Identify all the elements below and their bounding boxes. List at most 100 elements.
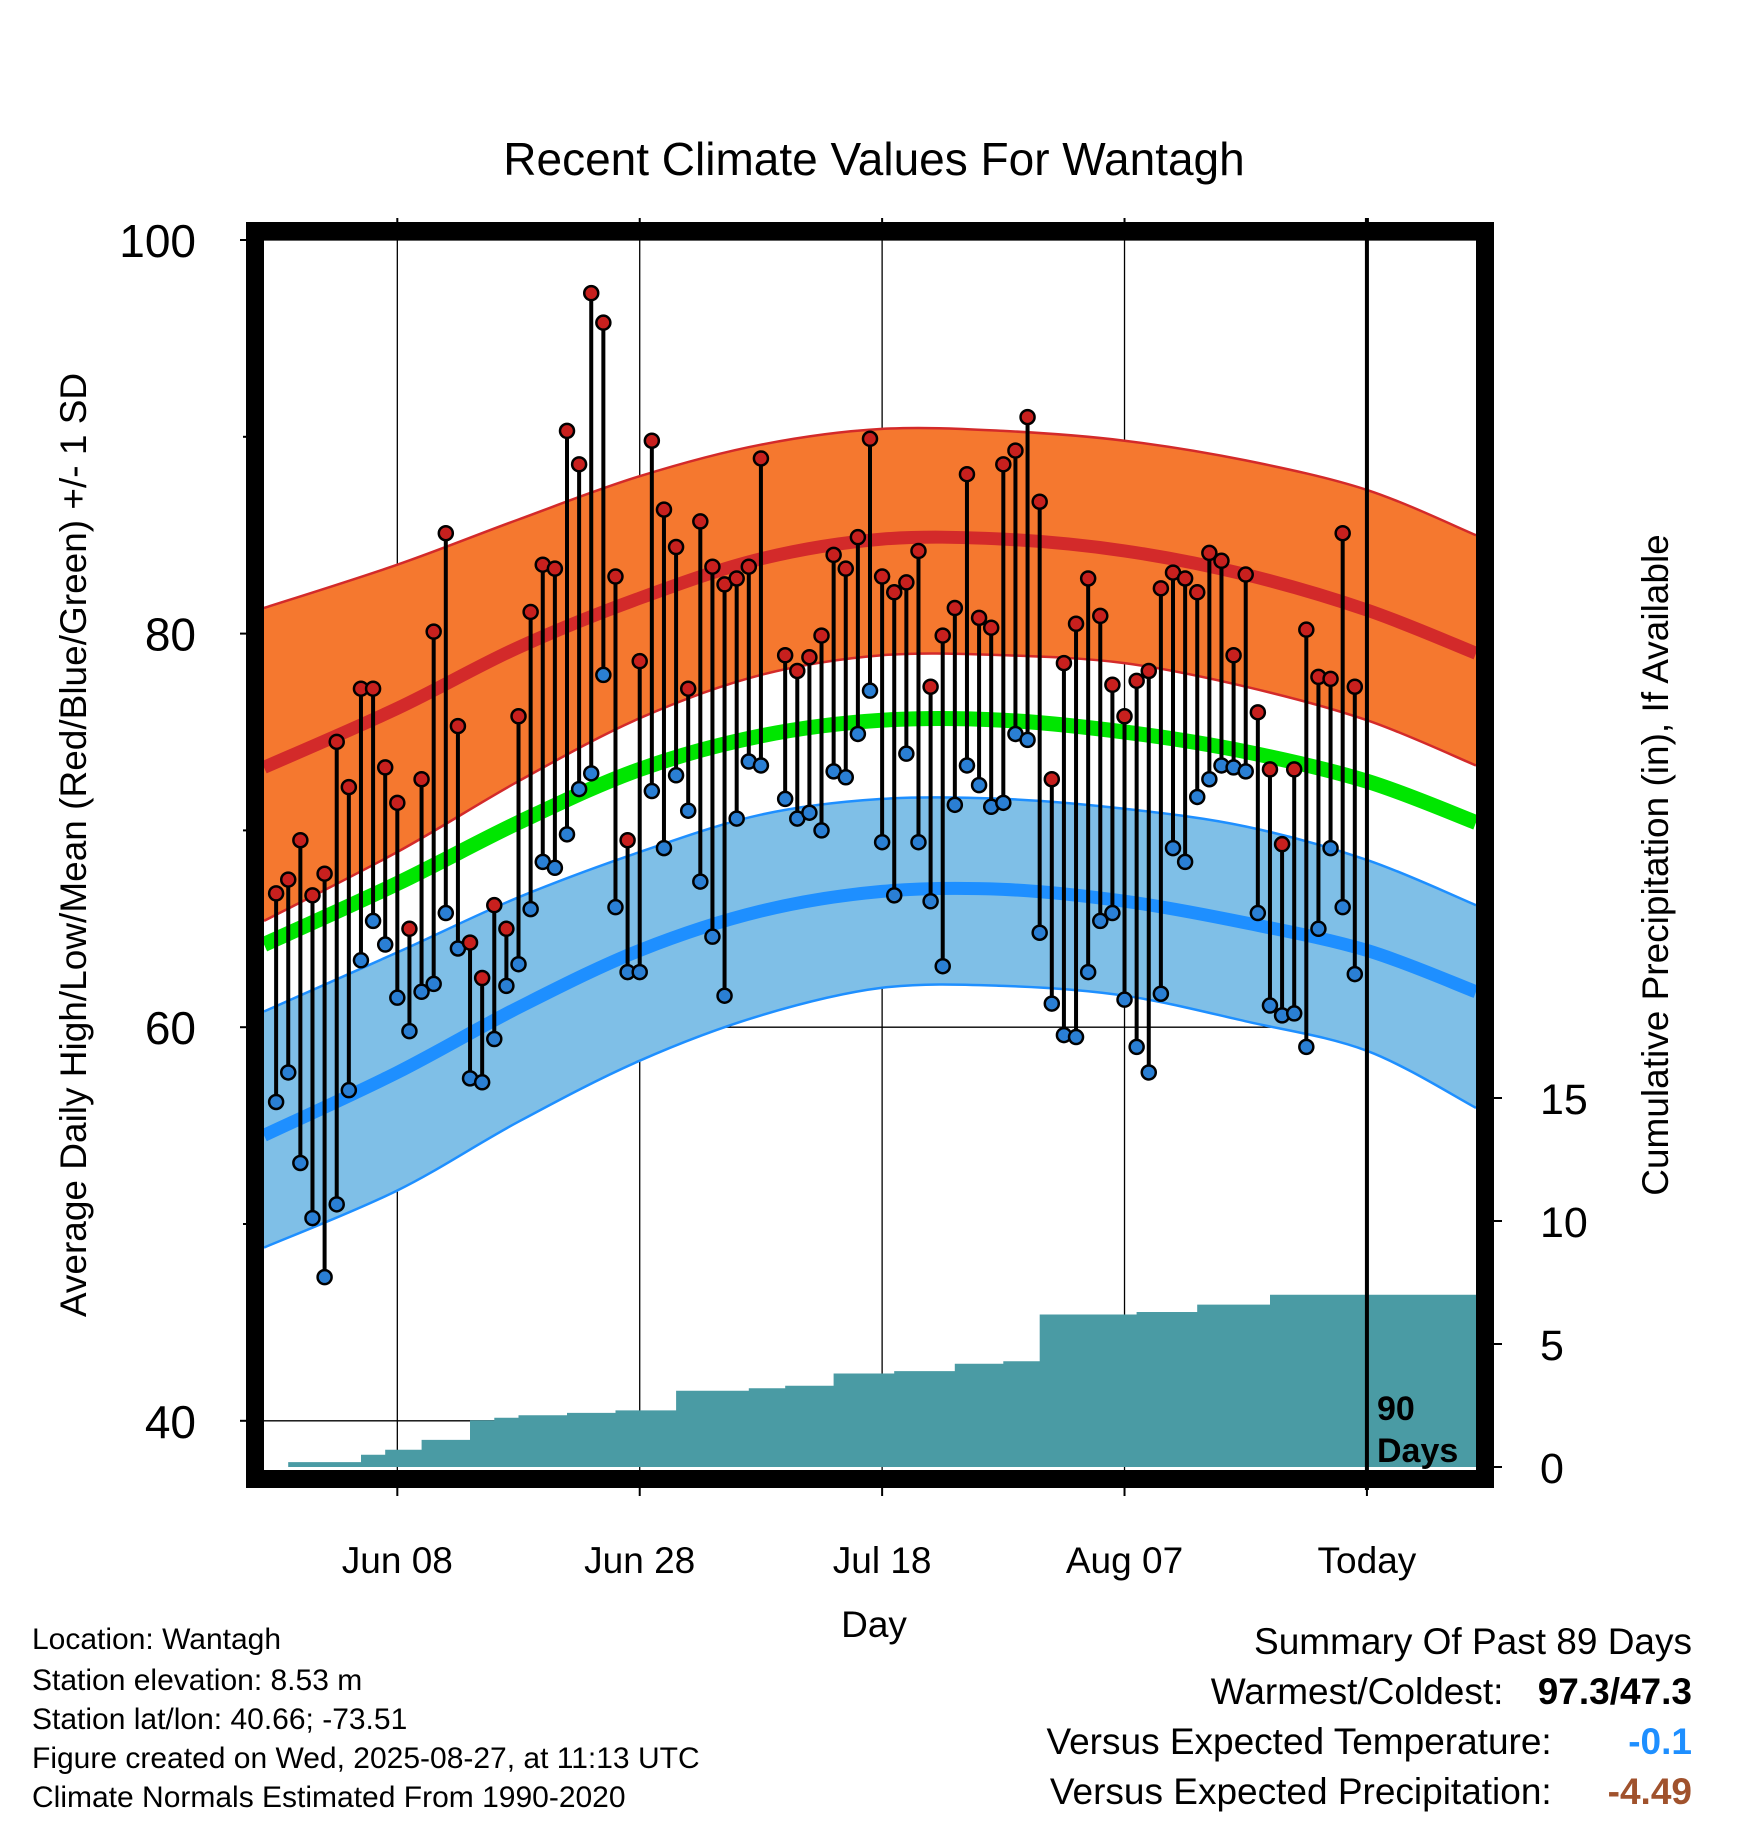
daily-high-point <box>1346 678 1364 695</box>
daily-high-point <box>752 450 770 467</box>
daily-high-point <box>1188 584 1206 601</box>
daily-low-point <box>643 782 661 800</box>
daily-high-point <box>461 934 479 951</box>
x-tick-label: Aug 07 <box>1066 1540 1183 1581</box>
daily-low-point <box>1237 763 1254 780</box>
warmest-coldest-label: Warmest/Coldest: <box>1210 1671 1504 1712</box>
daily-high-point <box>582 284 600 302</box>
daily-low-point <box>304 1209 321 1227</box>
daily-low-point <box>910 833 927 851</box>
y2-tick-label: 5 <box>1540 1322 1564 1370</box>
daily-low-point <box>934 957 951 975</box>
temperature-label: Versus Expected Temperature: <box>1046 1721 1552 1762</box>
normal-high-line <box>261 530 1479 774</box>
daily-low-point <box>1176 853 1194 871</box>
daily-high-point <box>1140 662 1158 680</box>
daily-high-point <box>316 865 333 882</box>
daily-low-point <box>473 1074 491 1091</box>
daily-high-point <box>958 465 976 483</box>
footer-location: Location: Wantagh <box>32 1623 282 1656</box>
daily-high-point <box>437 524 455 542</box>
daily-low-point <box>752 757 770 774</box>
daily-low-point <box>1201 770 1218 788</box>
daily-low-point <box>679 802 697 819</box>
daily-high-point <box>510 708 527 725</box>
daily-high-point <box>1225 646 1242 664</box>
x-tick-label: Jun 28 <box>584 1540 695 1581</box>
daily-low-point <box>970 776 988 794</box>
daily-low-point <box>922 892 939 910</box>
daily-low-point <box>1334 898 1351 916</box>
daily-high-point <box>449 717 467 735</box>
daily-low-point <box>376 936 394 953</box>
daily-low-point <box>437 904 455 922</box>
low-sd-lower-line <box>263 983 1477 1249</box>
daily-high-point <box>885 584 903 601</box>
summary-heading: Summary Of Past 89 Days <box>1254 1621 1692 1662</box>
daily-high-point <box>1261 761 1279 778</box>
daily-low-point <box>813 822 830 839</box>
daily-low-point <box>728 810 745 827</box>
cumulative-precipitation-area <box>264 1294 1476 1467</box>
daily-low-point <box>692 873 709 890</box>
daily-low-point <box>849 725 867 743</box>
daily-high-point <box>1104 676 1121 694</box>
daily-low-point <box>1285 1005 1303 1022</box>
daily-high-point <box>498 920 515 938</box>
daily-low-point <box>1092 912 1109 930</box>
daily-high-point <box>1298 621 1315 638</box>
days-label-word: Days <box>1377 1432 1458 1470</box>
daily-high-point <box>655 501 673 518</box>
daily-low-point <box>995 794 1012 812</box>
y-tick-label: 100 <box>119 215 196 267</box>
daily-low-point <box>655 839 673 857</box>
daily-high-point <box>1322 670 1339 688</box>
daily-low-point <box>801 804 818 821</box>
daily-low-point <box>1067 1028 1085 1046</box>
y2-tick-label: 15 <box>1540 1076 1588 1124</box>
daily-high-point <box>1285 761 1303 778</box>
daily-high-point <box>813 627 830 644</box>
footer-normals: Climate Normals Estimated From 1990-2020 <box>32 1781 626 1814</box>
daily-low-point <box>328 1196 345 1213</box>
daily-low-point <box>570 780 588 798</box>
daily-high-point <box>1128 672 1145 690</box>
daily-low-point <box>546 859 564 877</box>
daily-high-point <box>837 560 855 577</box>
x-tick-label: Today <box>1318 1540 1417 1581</box>
daily-low-point <box>267 1093 285 1111</box>
daily-low-point <box>1164 839 1182 857</box>
summary-temperature: Versus Expected Temperature: -0.1 <box>1046 1720 1692 1764</box>
daily-low-point <box>352 952 370 969</box>
daily-low-point <box>1188 788 1206 806</box>
daily-high-point <box>1176 570 1194 587</box>
daily-low-point <box>885 887 903 904</box>
summary-warmest-coldest: Warmest/Coldest: 97.3/47.3 <box>1211 1670 1692 1714</box>
daily-low-point <box>1346 965 1364 983</box>
daily-high-point <box>898 574 915 591</box>
daily-low-point <box>558 826 576 843</box>
footer-elevation: Station elevation: 8.53 m <box>32 1664 363 1697</box>
daily-low-point <box>667 767 685 784</box>
y-axis-label: Average Daily High/Low/Mean (Red/Blue/Gr… <box>53 373 94 1317</box>
daily-high-point <box>473 969 491 987</box>
daily-high-point <box>1213 552 1230 570</box>
daily-high-point <box>389 794 406 812</box>
daily-low-point <box>873 833 891 851</box>
daily-low-point <box>425 975 442 993</box>
daily-low-point <box>595 666 612 684</box>
daily-high-point <box>304 887 321 904</box>
daily-high-point <box>546 560 564 577</box>
daily-high-point <box>1237 566 1254 583</box>
daily-high-point <box>1152 580 1170 597</box>
daily-high-point <box>570 456 588 473</box>
daily-high-point <box>364 680 382 697</box>
daily-low-point <box>704 928 721 945</box>
daily-low-point <box>631 963 648 981</box>
daily-high-point <box>340 778 358 796</box>
daily-high-point <box>679 680 697 697</box>
daily-low-point <box>1322 839 1339 857</box>
daily-observations <box>267 284 1364 1286</box>
daily-high-point <box>825 546 842 564</box>
daily-high-point <box>401 920 418 938</box>
